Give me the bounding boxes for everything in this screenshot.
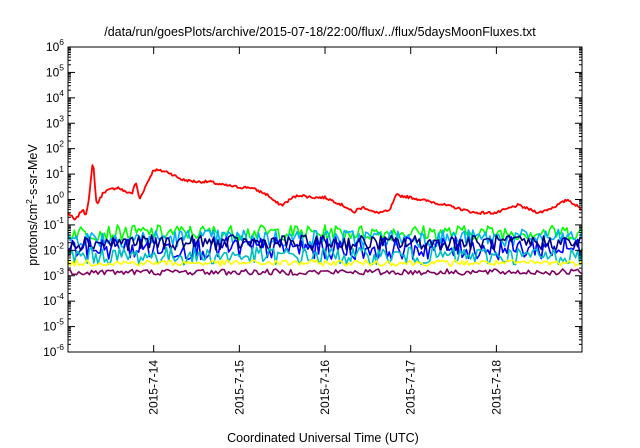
y-tick-label: 104	[46, 88, 64, 105]
series-line-8	[67, 268, 583, 276]
y-tick-label: 10-1	[43, 215, 64, 232]
y-tick-label: 10-6	[43, 342, 64, 359]
y-axis: 106 105 104 103 102 101 100 10-1 10-2 10-3 10-4 10-…	[43, 37, 582, 359]
x-tick-label: 2015-7-15	[232, 360, 246, 415]
y-tick-label: 103	[46, 113, 64, 130]
x-tick-label: 2015-7-17	[404, 360, 418, 415]
y-tick-label: 100	[46, 190, 64, 207]
x-axis: 2015-7-14 2015-7-15 2015-7-16 2015-7-17 2015…	[147, 47, 503, 415]
y-tick-label: 105	[46, 62, 64, 79]
series-line-1	[67, 164, 583, 221]
y-tick-label: 102	[46, 139, 64, 156]
series-line-7	[67, 259, 583, 267]
y-tick-label: 10-2	[43, 240, 64, 257]
series-line-5	[67, 234, 583, 252]
series-line-4	[67, 236, 583, 261]
series-line-6	[67, 246, 583, 266]
x-tick-label: 2015-7-18	[489, 360, 503, 415]
chart-title: /data/run/goesPlots/archive/2015-07-18/2…	[104, 25, 536, 39]
x-tick-label: 2015-7-14	[147, 360, 161, 415]
y-tick-label: 10-5	[43, 317, 64, 334]
x-tick-label: 2015-7-16	[318, 360, 332, 415]
y-tick-label: 10-4	[43, 291, 64, 308]
y-tick-label: 101	[46, 164, 64, 181]
y-tick-label: 106	[46, 37, 64, 54]
x-axis-label: Coordinated Universal Time (UTC)	[227, 431, 419, 445]
y-tick-label: 10-3	[43, 266, 64, 283]
plot-series	[67, 164, 583, 276]
y-axis-label: protons/cm2-s-sr-MeV	[24, 144, 40, 266]
plot-frame	[67, 46, 583, 353]
